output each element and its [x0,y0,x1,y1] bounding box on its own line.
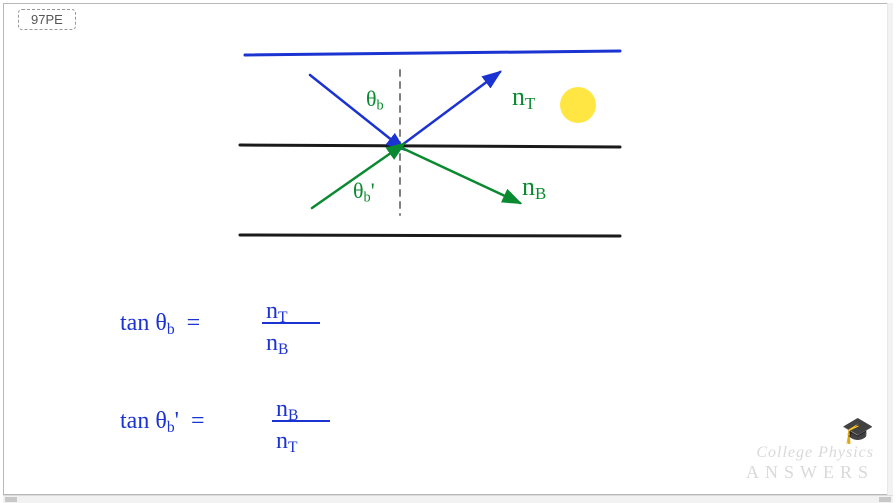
label-theta-b: θb [366,86,384,115]
top-boundary [245,51,620,55]
eq1-numerator: nT [266,298,288,327]
highlight-circle [560,87,596,123]
incident-ray-top [310,75,398,145]
watermark: 🎓 College Physics ANSWERS [746,416,874,483]
scroll-right-icon[interactable] [879,497,891,502]
label-n-b: nB [522,172,546,204]
bot-boundary [240,235,620,236]
mid-boundary [240,145,620,147]
eq1-denominator: nB [266,330,288,359]
eq2-denominator: nT [276,428,298,457]
vertical-scrollbar[interactable] [887,3,893,495]
horizontal-scrollbar[interactable] [3,495,893,503]
watermark-line2: ANSWERS [746,462,874,483]
graduation-cap-icon: 🎓 [746,416,874,446]
eq1-lhs: tan θb = [120,310,206,339]
refracted-ray-bottom [402,148,520,203]
eq2-numerator: nB [276,396,298,425]
label-n-t: nT [512,82,535,114]
label-theta-b-prime: θb' [353,178,375,207]
scroll-left-icon[interactable] [5,497,17,502]
eq2-lhs: tan θb' = [120,408,210,437]
watermark-line1: College Physics [746,444,874,462]
reflected-ray-top [402,72,500,145]
